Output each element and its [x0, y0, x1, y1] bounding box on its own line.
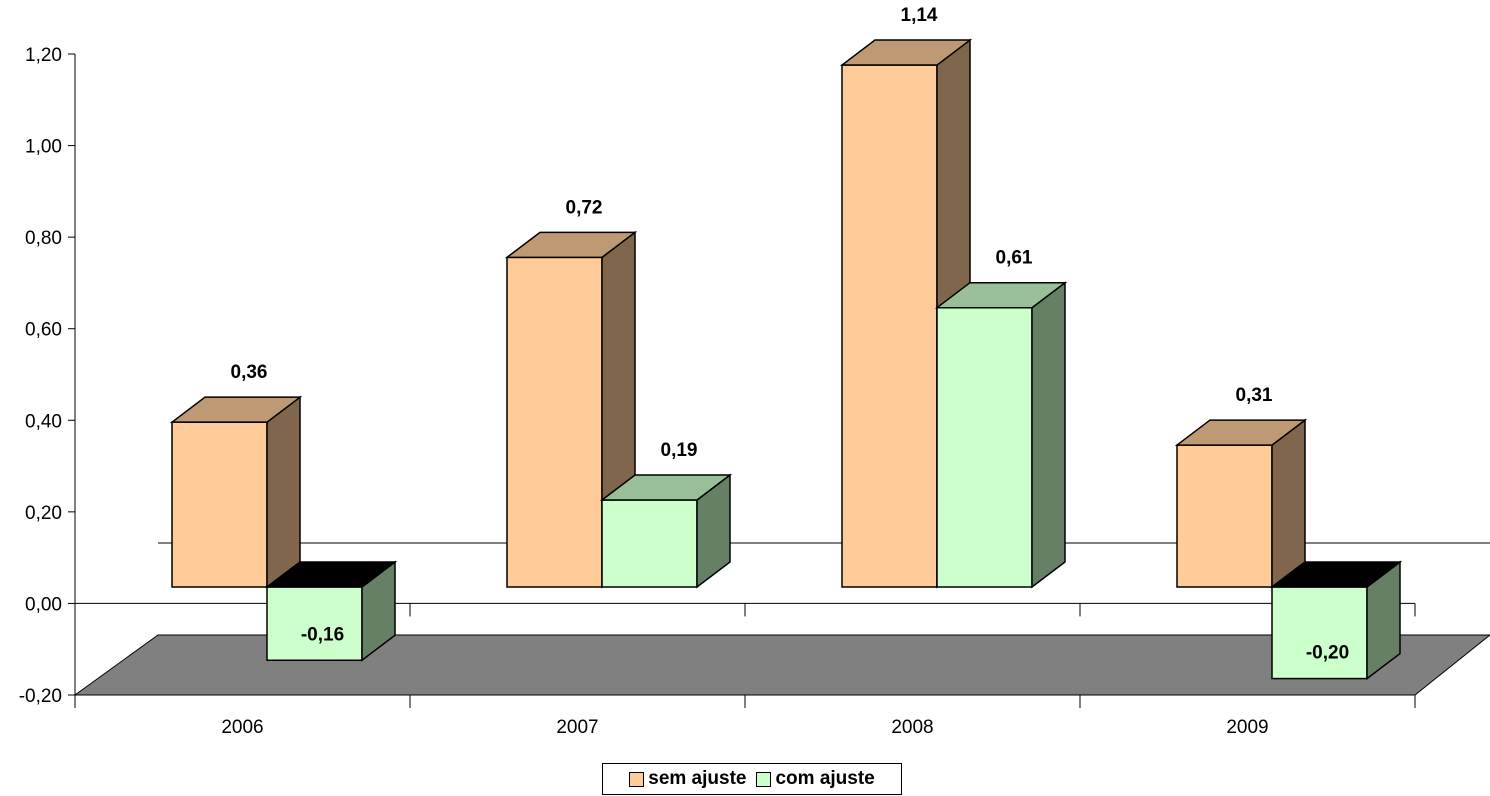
- y-tick-label: -0,20: [19, 686, 62, 707]
- bar-sem-ajuste: [504, 230, 638, 589]
- x-tick-label: 2006: [221, 717, 263, 738]
- chart-axes: 1,20 1,00 0,80 0,60 0,40 0,20 0,00 -0,20 2006 200…: [19, 45, 1416, 738]
- bar-front: [1271, 586, 1368, 680]
- bar-front: [1176, 444, 1273, 588]
- bar-front: [841, 64, 938, 588]
- y-tick-label: 1,20: [25, 45, 62, 66]
- bar-top: [839, 39, 973, 66]
- chart-legend: sem ajuste com ajuste: [602, 763, 902, 795]
- legend-label-sem-ajuste: sem ajuste: [648, 768, 747, 789]
- data-label-sem-ajuste: 0,31: [1236, 385, 1273, 406]
- bar-top: [599, 474, 733, 501]
- bar-top: [264, 561, 398, 588]
- chart-data-labels: 0,36 -0,16 0,72 0,19 1,14 0,61 0,31 -0,20: [231, 5, 1350, 664]
- x-tick-label: 2007: [556, 717, 598, 738]
- data-label-com-ajuste: 0,19: [661, 440, 698, 461]
- y-tick-label: 0,00: [25, 594, 62, 615]
- bar-com-ajuste: [264, 560, 398, 662]
- bar-top: [1174, 419, 1308, 446]
- legend-swatch-sem-ajuste: [629, 771, 645, 787]
- data-label-sem-ajuste: 0,36: [231, 362, 268, 383]
- bar-front: [171, 421, 268, 588]
- bar-top: [934, 281, 1068, 309]
- y-tick-label: 0,20: [25, 503, 62, 524]
- bar-side: [1271, 418, 1306, 589]
- y-tick-label: 0,60: [25, 320, 62, 341]
- legend-item-com-ajuste: com ajuste: [756, 768, 875, 790]
- bar-com-ajuste: [1269, 560, 1403, 681]
- legend-item-sem-ajuste: sem ajuste: [629, 768, 746, 790]
- y-tick-label: 0,40: [25, 411, 62, 432]
- bar-sem-ajuste: [1174, 418, 1308, 589]
- data-label-sem-ajuste: 1,14: [901, 5, 938, 26]
- bar-top: [1269, 561, 1403, 588]
- data-label-sem-ajuste: 0,72: [566, 197, 603, 218]
- legend-label-com-ajuste: com ajuste: [775, 768, 875, 789]
- x-tick-label: 2008: [891, 717, 933, 738]
- x-tick-label: 2009: [1226, 717, 1268, 738]
- legend-swatch-com-ajuste: [756, 771, 772, 787]
- bar-side: [266, 395, 301, 589]
- bar-front: [506, 256, 603, 588]
- bar-sem-ajuste: [169, 395, 303, 589]
- bar-com-ajuste: [934, 281, 1068, 589]
- data-label-com-ajuste: -0,20: [1306, 643, 1349, 664]
- y-tick-label: 1,00: [25, 137, 62, 158]
- bar-front: [936, 306, 1033, 588]
- bar-top: [169, 396, 303, 423]
- chart-bars: [169, 38, 1403, 681]
- y-tick-label: 0,80: [25, 228, 62, 249]
- bar-com-ajuste: [599, 473, 733, 589]
- bar-chart: 1,20 1,00 0,80 0,60 0,40 0,20 0,00 -0,20 2006 200…: [19, 5, 1490, 738]
- data-label-com-ajuste: 0,61: [996, 248, 1033, 269]
- data-label-com-ajuste: -0,16: [301, 624, 344, 645]
- bar-top: [504, 231, 638, 259]
- bar-side: [1031, 281, 1066, 589]
- bar-front: [601, 499, 698, 588]
